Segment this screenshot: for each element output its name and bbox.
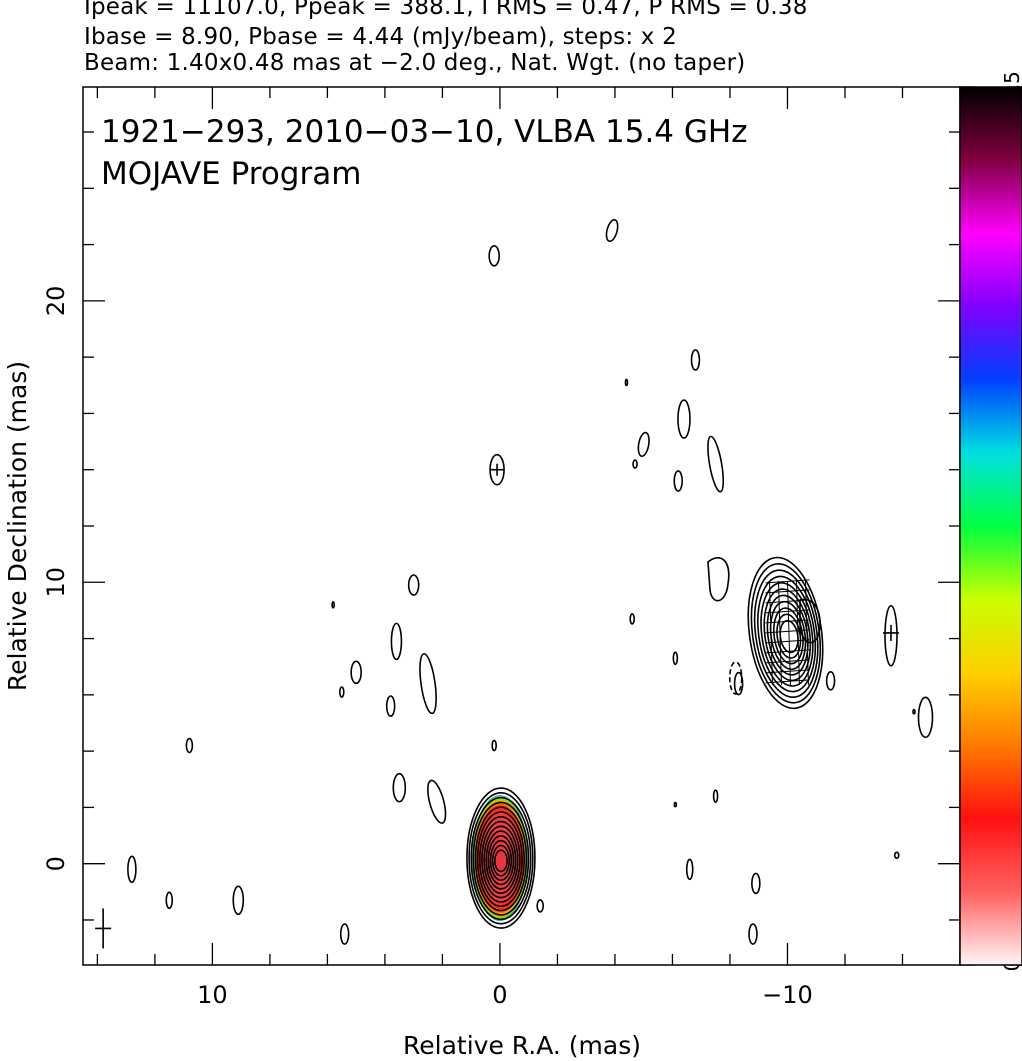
jet-hatch <box>768 580 773 685</box>
contour <box>185 737 194 754</box>
contour <box>672 651 679 666</box>
jet-hatch <box>765 659 810 664</box>
core-contour <box>485 830 517 890</box>
contour <box>751 872 761 895</box>
jet-contour <box>776 613 802 659</box>
core-contour <box>470 796 532 921</box>
contour <box>488 245 500 267</box>
contour <box>127 855 137 884</box>
y-axis-label: Relative Declination (mas) <box>3 361 32 691</box>
contour <box>748 923 758 945</box>
header-line-beam: Beam: 1.40x0.48 mas at −2.0 deg., Nat. W… <box>84 50 746 76</box>
negative-contour <box>728 661 743 695</box>
core-contour <box>478 815 523 903</box>
contour <box>624 378 629 387</box>
contour <box>390 622 403 661</box>
contour <box>491 739 497 752</box>
contour <box>637 431 650 458</box>
jet-contour <box>753 569 819 698</box>
contour <box>733 671 744 696</box>
header-line-base: Ibase = 8.90, Pbase = 4.44 (mJy/beam), s… <box>84 24 677 50</box>
core-contour <box>466 787 536 929</box>
core-contour <box>474 806 528 912</box>
contour <box>385 695 396 717</box>
colorbar <box>959 86 1022 966</box>
contour <box>392 772 407 803</box>
jet-contour <box>707 557 730 602</box>
contour <box>712 789 719 803</box>
contour <box>893 851 900 860</box>
jet-hatch <box>765 649 810 654</box>
y-tick-label: 0 <box>42 856 70 871</box>
jet-hatch <box>765 629 810 634</box>
jet-hatch <box>765 669 810 674</box>
core-contour <box>489 839 513 881</box>
plot-subtitle: MOJAVE Program <box>101 156 361 192</box>
core-contour <box>493 849 508 873</box>
contour <box>917 696 934 739</box>
jet-hatch <box>795 580 800 685</box>
jet-contour <box>763 588 812 682</box>
contour <box>427 779 447 824</box>
jet-contour <box>757 575 817 693</box>
contour <box>884 604 898 667</box>
core-contour <box>487 835 515 886</box>
contour <box>685 858 694 881</box>
contour <box>632 459 638 469</box>
contour <box>419 653 437 715</box>
y-tick-label: 10 <box>42 567 70 598</box>
contour <box>707 435 725 493</box>
jet-contour <box>747 556 824 710</box>
contour <box>677 399 691 439</box>
jet-contour <box>760 581 814 687</box>
contour <box>339 923 350 945</box>
contour <box>673 801 678 808</box>
contour <box>331 600 335 609</box>
contour <box>912 708 916 715</box>
contour <box>165 891 174 910</box>
jet-contour <box>750 563 821 704</box>
x-tick-label: 10 <box>197 981 228 1009</box>
core-contour <box>472 801 530 916</box>
contour <box>536 899 544 913</box>
jet-hatch <box>786 580 791 685</box>
contour <box>673 470 684 492</box>
contour <box>629 613 636 625</box>
contour <box>825 670 836 691</box>
y-tick-label: 20 <box>42 286 70 317</box>
jet-hatch <box>765 599 810 604</box>
x-tick-label: 0 <box>492 981 507 1009</box>
core-contour <box>483 825 519 895</box>
core-contour <box>468 792 534 925</box>
contour <box>338 686 345 698</box>
plot-title: 1921−293, 2010−03−10, VLBA 15.4 GHz <box>101 114 747 150</box>
x-tick-label: −10 <box>762 981 813 1009</box>
core-contour <box>481 820 521 899</box>
contour <box>407 574 420 596</box>
jet-hatch <box>765 609 810 614</box>
jet-hatch <box>765 639 810 644</box>
jet-contour <box>773 607 804 665</box>
jet-hatch <box>777 580 782 685</box>
contour <box>605 219 619 243</box>
jet-hatch <box>765 619 810 624</box>
core-contour <box>476 811 526 908</box>
contour <box>232 885 245 916</box>
contour <box>350 660 362 685</box>
jet-contour <box>799 598 821 644</box>
jet-hatch <box>804 580 809 685</box>
core-contour <box>491 844 511 877</box>
header-line-peak: Ipeak = 11107.0, Ppeak = 388.1, I RMS = … <box>84 0 808 20</box>
x-axis-label: Relative R.A. (mas) <box>403 1031 641 1060</box>
contour <box>690 349 701 371</box>
